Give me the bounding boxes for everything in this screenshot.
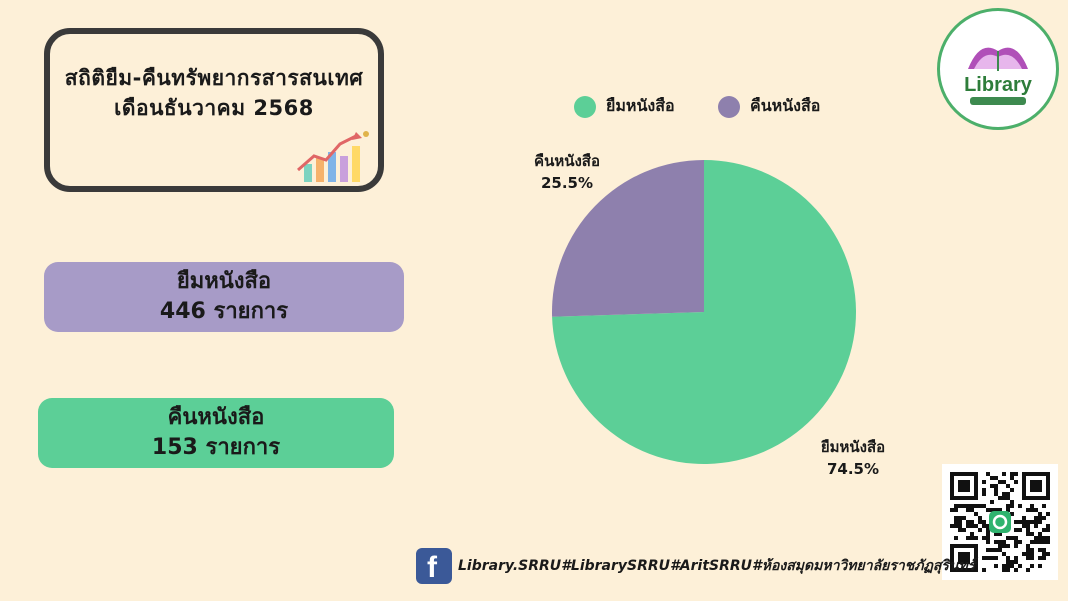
borrow-stat-card: ยืมหนังสือ 446 รายการ <box>44 262 404 332</box>
footer: f Library.SRRU#LibrarySRRU#AritSRRU#ห้อง… <box>416 548 975 584</box>
qr-code-graphic <box>950 472 1050 572</box>
logo-text: Library <box>964 74 1033 96</box>
facebook-icon[interactable]: f <box>416 548 452 584</box>
pie-label-borrow-name: ยืมหนังสือ <box>820 438 886 456</box>
footer-hashtags: Library.SRRU#LibrarySRRU#AritSRRU#ห้องสม… <box>458 558 976 574</box>
legend-swatch-return <box>718 95 740 118</box>
pie-label-borrow: ยืมหนังสือ 74.5% <box>798 436 908 480</box>
borrow-stat-count: 446 รายการ <box>159 299 289 324</box>
pie-slice-borrow <box>552 160 856 464</box>
qr-code[interactable] <box>942 464 1058 580</box>
return-stat-card: คืนหนังสือ 153 รายการ <box>38 398 394 468</box>
legend-label-return: คืนหนังสือ <box>750 96 821 115</box>
title-box: สถิติยืม-คืนทรัพยากรสารสนเทศ เดือนธันวาค… <box>44 28 384 192</box>
pie-label-return-value: 25.5% <box>540 174 594 192</box>
library-logo: Library <box>937 8 1059 130</box>
legend-item-return: คืนหนังสือ <box>718 94 820 119</box>
return-stat-count: 153 รายการ <box>151 435 281 460</box>
pie-label-return-name: คืนหนังสือ <box>534 152 600 170</box>
growth-chart-icon <box>297 131 369 182</box>
pie-label-borrow-value: 74.5% <box>826 460 880 478</box>
return-stat-label: คืนหนังสือ <box>167 405 265 430</box>
legend-item-borrow: ยืมหนังสือ <box>574 94 675 119</box>
pie-label-return: คืนหนังสือ 25.5% <box>512 150 622 194</box>
pie-slice-return <box>552 160 704 317</box>
borrow-stat-label: ยืมหนังสือ <box>176 269 272 294</box>
pie-chart <box>552 160 856 464</box>
legend-swatch-borrow <box>574 95 596 118</box>
legend-label-borrow: ยืมหนังสือ <box>606 96 675 115</box>
page-title: สถิติยืม-คืนทรัพยากรสารสนเทศ <box>64 66 364 90</box>
page-subtitle: เดือนธันวาคม 2568 <box>114 96 314 120</box>
library-logo-graphic: Library <box>964 47 1033 105</box>
